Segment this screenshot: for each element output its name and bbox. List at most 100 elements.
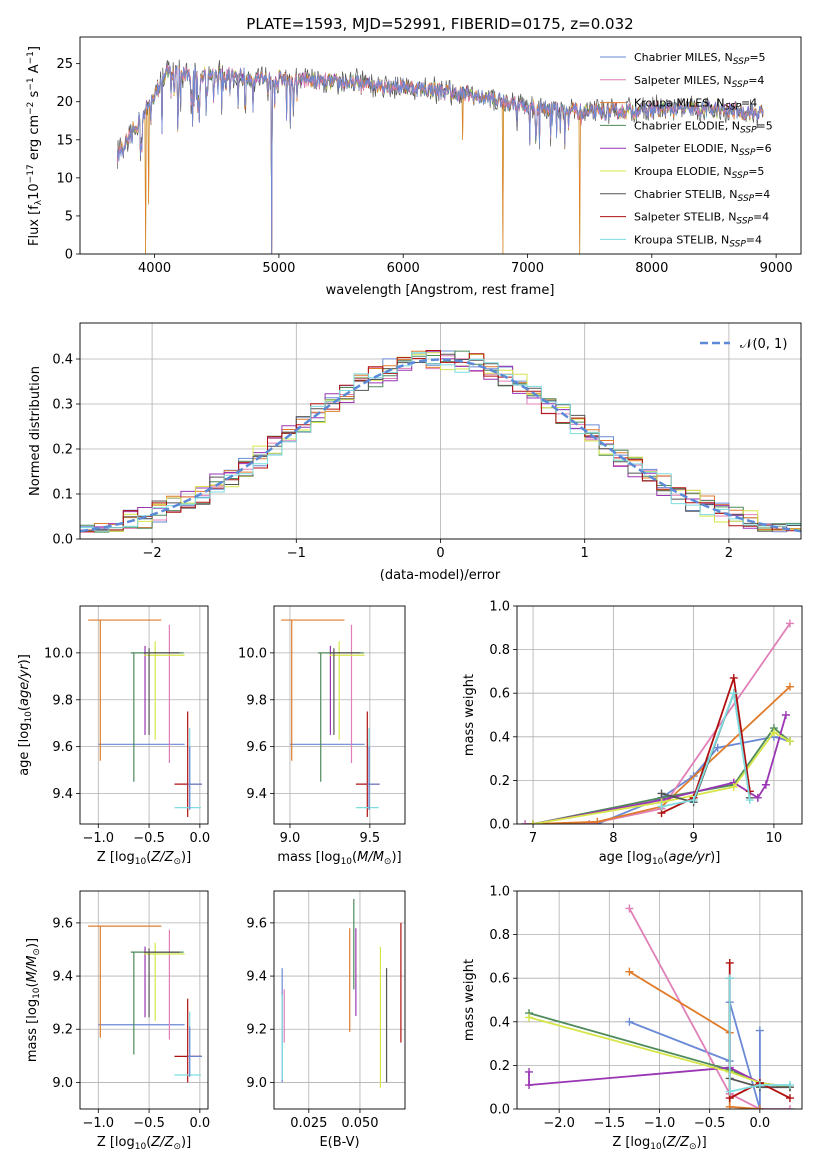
label-part: −1 bbox=[26, 77, 36, 90]
label-part: ( bbox=[663, 850, 668, 865]
age_vs_Z-plot bbox=[88, 619, 202, 817]
label-part: mass [log bbox=[25, 999, 40, 1062]
y-tick-label: 0.6 bbox=[489, 687, 510, 702]
axes-frame bbox=[79, 36, 802, 255]
label-part: SSP bbox=[738, 194, 755, 204]
label-part: )] bbox=[181, 1135, 191, 1150]
legend-entry: Chabrier MILES, NSSP=5 bbox=[634, 51, 766, 67]
legend-entry: Salpeter MILES, NSSP=4 bbox=[634, 74, 764, 90]
label-part: )] bbox=[697, 1135, 707, 1150]
y-tick-label: 9.0 bbox=[246, 1076, 267, 1091]
axes-frame bbox=[273, 605, 406, 825]
label-part: =5 bbox=[749, 51, 765, 64]
label-part: ⊙ bbox=[384, 857, 392, 867]
label-part: −1 bbox=[26, 51, 36, 64]
label-part: Salpeter STELIB, N bbox=[634, 211, 736, 224]
mass_vs_ebv-axes: 0.025 0.050 9.0 9.2 9.4 9.6 E(B-V) bbox=[246, 890, 406, 1150]
x-tick-label: 9000 bbox=[760, 261, 793, 276]
label-part: age/yr bbox=[668, 850, 711, 865]
label-part: 10 bbox=[32, 987, 42, 999]
y-tick-label: 25 bbox=[56, 57, 73, 72]
label-part: Salpeter ELODIE, N bbox=[634, 142, 739, 155]
y-tick-label: 0.2 bbox=[52, 443, 73, 458]
x-axis-label: E(B-V) bbox=[319, 1135, 359, 1150]
mass-weight-marker-salpeter_stelib bbox=[745, 787, 754, 796]
label-part: =4 bbox=[754, 188, 770, 201]
legend-entry: Chabrier ELODIE, NSSP=5 bbox=[634, 119, 773, 135]
x-tick-label: −1 bbox=[287, 546, 306, 561]
chart-layer: 4000 5000 6000 7000 8000 90000510152025wavele… bbox=[17, 36, 803, 1152]
mass-weight-marker-salpeter_elodie bbox=[525, 1081, 534, 1090]
legend-entry: Kroupa ELODIE, NSSP=5 bbox=[634, 165, 764, 181]
mass-weight-marker-kroupa_miles bbox=[755, 1105, 764, 1109]
axes-frame bbox=[79, 890, 209, 1110]
x-tick-label: 0.025 bbox=[290, 1116, 327, 1131]
y-tick-label: 1.0 bbox=[489, 600, 510, 615]
label-part: )] bbox=[17, 654, 32, 664]
mass-weight-marker-kroupa_miles bbox=[593, 817, 602, 824]
label-part: E(B-V) bbox=[319, 1135, 359, 1150]
mass_vs_ebv-plot bbox=[281, 898, 402, 1088]
y-axis-label: mass weight bbox=[462, 674, 477, 756]
y-tick-label: 9.6 bbox=[246, 740, 267, 755]
y-tick-label: 9.4 bbox=[52, 787, 73, 802]
residuals-axes: −2 −1 0 1 2 0.0 0.1 0.2 0.3 0.4 𝒩(0, 1) (data-model… bbox=[28, 322, 802, 583]
axes-frame bbox=[516, 890, 803, 1110]
mass-weight-marker-kroupa_miles bbox=[785, 682, 794, 691]
mass-weight-line-kroupa_miles bbox=[533, 686, 791, 824]
label-part: mass [log bbox=[277, 850, 340, 865]
y-tick-label: 0.3 bbox=[52, 398, 73, 413]
x-tick-label: 0.0 bbox=[190, 1116, 211, 1131]
mass-weight-marker-kroupa_stelib bbox=[755, 1081, 764, 1090]
mass-weight-marker-chabrier_miles bbox=[713, 743, 722, 752]
mass-weight-marker-salpeter_elodie bbox=[753, 793, 762, 802]
mass-weight-marker-kroupa_elodie bbox=[785, 737, 794, 746]
label-part: )] bbox=[181, 850, 191, 865]
label-part: M/M bbox=[25, 956, 40, 983]
y-tick-label: 9.2 bbox=[246, 1023, 267, 1038]
label-part: s bbox=[27, 90, 42, 101]
label-part: 10 bbox=[24, 711, 34, 723]
label-part: 10 bbox=[341, 857, 353, 867]
x-axis-label: wavelength [Angstrom, rest frame] bbox=[326, 283, 555, 298]
label-part: λ bbox=[34, 199, 44, 205]
mass-weight-marker-kroupa_elodie bbox=[729, 782, 738, 791]
age_vs_Z-axes: −1.0 −0.5 0.09.49.69.810.0Z [log10(Z/Z⊙)]a… bbox=[17, 605, 210, 867]
x-tick-label: 0.050 bbox=[341, 1116, 378, 1131]
label-part: =4 bbox=[748, 74, 764, 87]
mass-weight-marker-salpeter_elodie bbox=[525, 1067, 534, 1076]
mass-weight-line-salpeter_stelib bbox=[661, 677, 751, 814]
x-axis-label: Z [log10(Z/Z⊙)] bbox=[97, 850, 191, 867]
label-part: =6 bbox=[755, 142, 771, 155]
mass-weight-marker-kroupa_miles bbox=[725, 1102, 734, 1109]
label-part: Z [log bbox=[97, 1135, 135, 1150]
x-axis-label: Z [log10(Z/Z⊙)] bbox=[612, 1135, 706, 1152]
mass-weight-marker-salpeter_miles bbox=[625, 904, 634, 913]
y-tick-label: 10.0 bbox=[44, 646, 73, 661]
y-tick-label: 9.6 bbox=[246, 916, 267, 931]
mass-weight-marker-salpeter_miles bbox=[785, 619, 794, 628]
label-part: ⊙ bbox=[173, 857, 181, 867]
label-part: Kroupa STELIB, N bbox=[634, 233, 729, 246]
y-tick-label: 0 bbox=[65, 248, 73, 263]
y-tick-label: 0.4 bbox=[489, 1015, 510, 1030]
label-part: Chabrier ELODIE, N bbox=[634, 119, 740, 132]
label-part: erg cm bbox=[27, 115, 42, 164]
mass_weight_vs_Z-plot bbox=[525, 904, 794, 1109]
y-tick-label: 9.6 bbox=[52, 740, 73, 755]
legend-entry: Salpeter ELODIE, NSSP=6 bbox=[634, 142, 772, 158]
x-tick-label: −1.5 bbox=[594, 1116, 626, 1131]
mass-weight-marker-salpeter_miles bbox=[521, 820, 530, 824]
mass-weight-marker-kroupa_stelib bbox=[689, 796, 698, 805]
x-tick-label: −1.0 bbox=[82, 1116, 114, 1131]
axes-frame bbox=[516, 605, 803, 825]
x-tick-label: 0.0 bbox=[750, 1116, 771, 1131]
label-part: Z [log bbox=[612, 1135, 650, 1150]
y-tick-label: 9.0 bbox=[52, 1076, 73, 1091]
label-part: Z/Z bbox=[150, 1135, 174, 1150]
y-tick-label: 9.4 bbox=[52, 970, 73, 985]
label-part: SSP bbox=[729, 239, 746, 249]
x-axis-label: age [log10(age/yr)] bbox=[599, 850, 721, 867]
